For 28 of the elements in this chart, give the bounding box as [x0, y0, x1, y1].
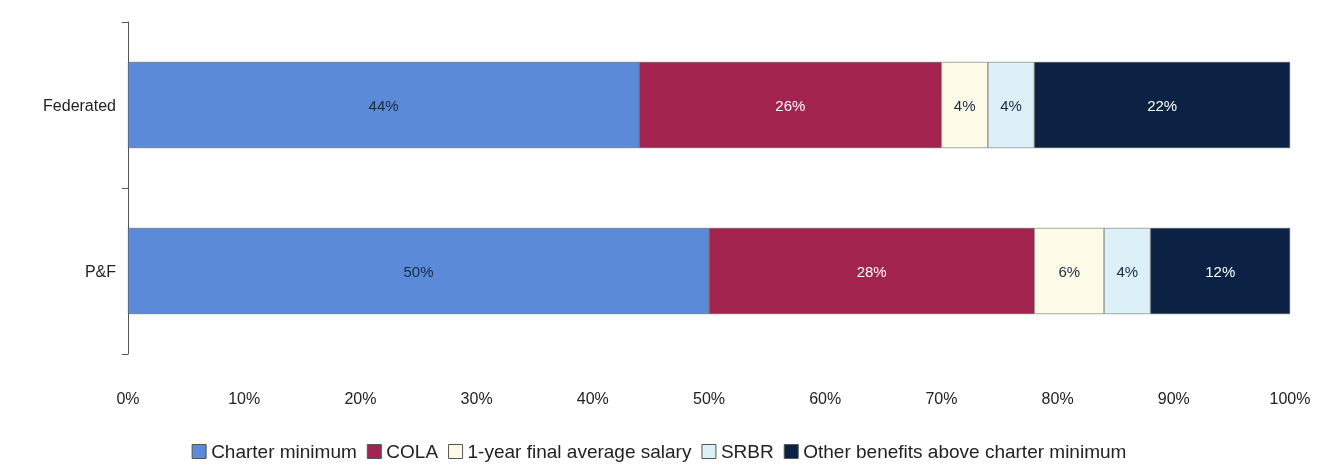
data-label: 50%: [403, 262, 434, 280]
y-tick-label: Federated: [43, 96, 116, 114]
legend-label: COLA: [386, 441, 439, 462]
data-label: 4%: [1116, 262, 1139, 280]
legend-label: 1-year final average salary: [467, 441, 692, 462]
x-tick-label: 70%: [925, 389, 958, 407]
legend-label: Other benefits above charter minimum: [803, 441, 1127, 462]
data-label: 28%: [856, 262, 887, 280]
data-label: 6%: [1058, 262, 1081, 280]
x-tick-label: 0%: [116, 389, 140, 407]
x-tick-label: 10%: [228, 389, 261, 407]
data-label: 44%: [368, 96, 399, 114]
x-tick-label: 20%: [344, 389, 377, 407]
y-tick-label: P&F: [84, 262, 117, 280]
x-tick-label: 100%: [1269, 389, 1311, 407]
x-tick-label: 80%: [1041, 389, 1074, 407]
x-tick-label: 30%: [460, 389, 493, 407]
data-label: 4%: [1000, 96, 1022, 114]
data-label: 26%: [775, 96, 806, 114]
data-label: 4%: [953, 96, 976, 114]
legend-label: SRBR: [720, 441, 774, 462]
legend-label: Charter minimum: [211, 441, 357, 462]
x-tick-label: 40%: [576, 389, 609, 407]
x-tick-label: 50%: [692, 389, 726, 407]
data-label: 12%: [1205, 262, 1236, 280]
data-label: 22%: [1147, 96, 1178, 114]
x-tick-label: 60%: [809, 389, 842, 407]
x-tick-label: 90%: [1157, 389, 1190, 407]
